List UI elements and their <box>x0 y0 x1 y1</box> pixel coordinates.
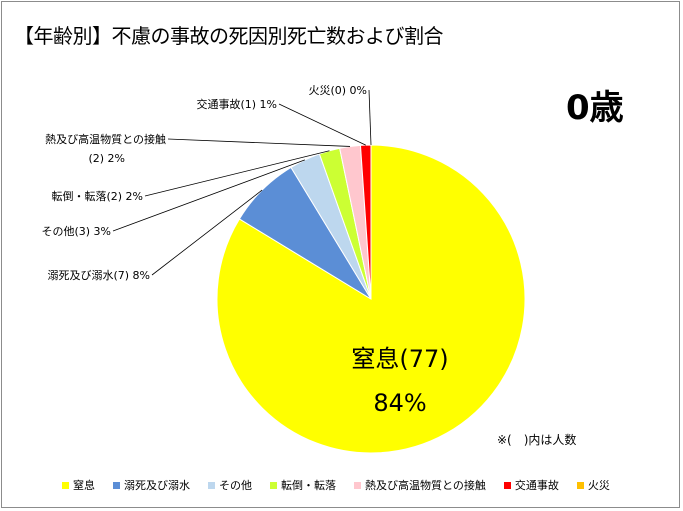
data-label-5-line2: (2) 2% <box>88 152 125 165</box>
leader-line-6 <box>278 103 366 146</box>
leader-line-7 <box>368 89 372 146</box>
data-label-1: 窒息(77) <box>351 345 448 373</box>
age-label: 0歳 <box>566 88 624 128</box>
legend-label-6: 交通事故 <box>514 479 559 492</box>
legend-swatch-7 <box>576 481 584 489</box>
data-label-4: 転倒・転落(2) 2% <box>51 190 143 203</box>
data-label-7: 火災(0) 0% <box>308 84 367 97</box>
legend-item-6: 交通事故 <box>503 477 559 493</box>
leader-line-3 <box>112 159 305 232</box>
data-label-percent-1: 84% <box>373 389 426 417</box>
legend-swatch-3 <box>208 481 215 489</box>
legend-label-3: その他 <box>219 479 252 492</box>
legend-item-3: その他 <box>208 477 252 493</box>
legend-label-4: 転倒・転落 <box>281 479 336 492</box>
legend-swatch-4 <box>270 481 277 489</box>
legend-item-5: 熱及び高温物質との接触 <box>354 477 486 493</box>
note-text: ※( )内は人数 <box>497 433 577 447</box>
chart-title: 【年齢別】不慮の事故の死因別死亡数および割合 <box>14 24 444 48</box>
legend-label-7: 火災 <box>587 479 610 492</box>
legend-label-5: 熱及び高温物質との接触 <box>365 479 486 492</box>
leader-line-2 <box>151 189 263 276</box>
leader-line-4 <box>144 150 330 197</box>
legend-item-4: 転倒・転落 <box>270 477 336 493</box>
data-label-6: 交通事故(1) 1% <box>196 97 277 111</box>
legend-item-7: 火災 <box>576 477 610 493</box>
legend-label-1: 窒息 <box>73 479 95 492</box>
legend: 窒息 溺死及び溺水 その他 転倒・転落 熱及び高温物質との接触 交通事故 火災 <box>62 476 610 494</box>
leader-line-5 <box>167 138 351 147</box>
legend-swatch-2 <box>113 481 120 489</box>
legend-swatch-5 <box>354 481 361 489</box>
legend-swatch-1 <box>62 481 69 489</box>
legend-item-1: 窒息 <box>62 477 95 493</box>
data-label-3: その他(3) 3% <box>41 225 111 238</box>
legend-label-2: 溺死及び溺水 <box>124 479 190 492</box>
data-label-5: 熱及び高温物質との接触 <box>45 132 166 146</box>
legend-swatch-6 <box>503 481 511 489</box>
data-label-2: 溺死及び溺水(7) 8% <box>47 269 150 282</box>
legend-item-2: 溺死及び溺水 <box>113 477 190 493</box>
